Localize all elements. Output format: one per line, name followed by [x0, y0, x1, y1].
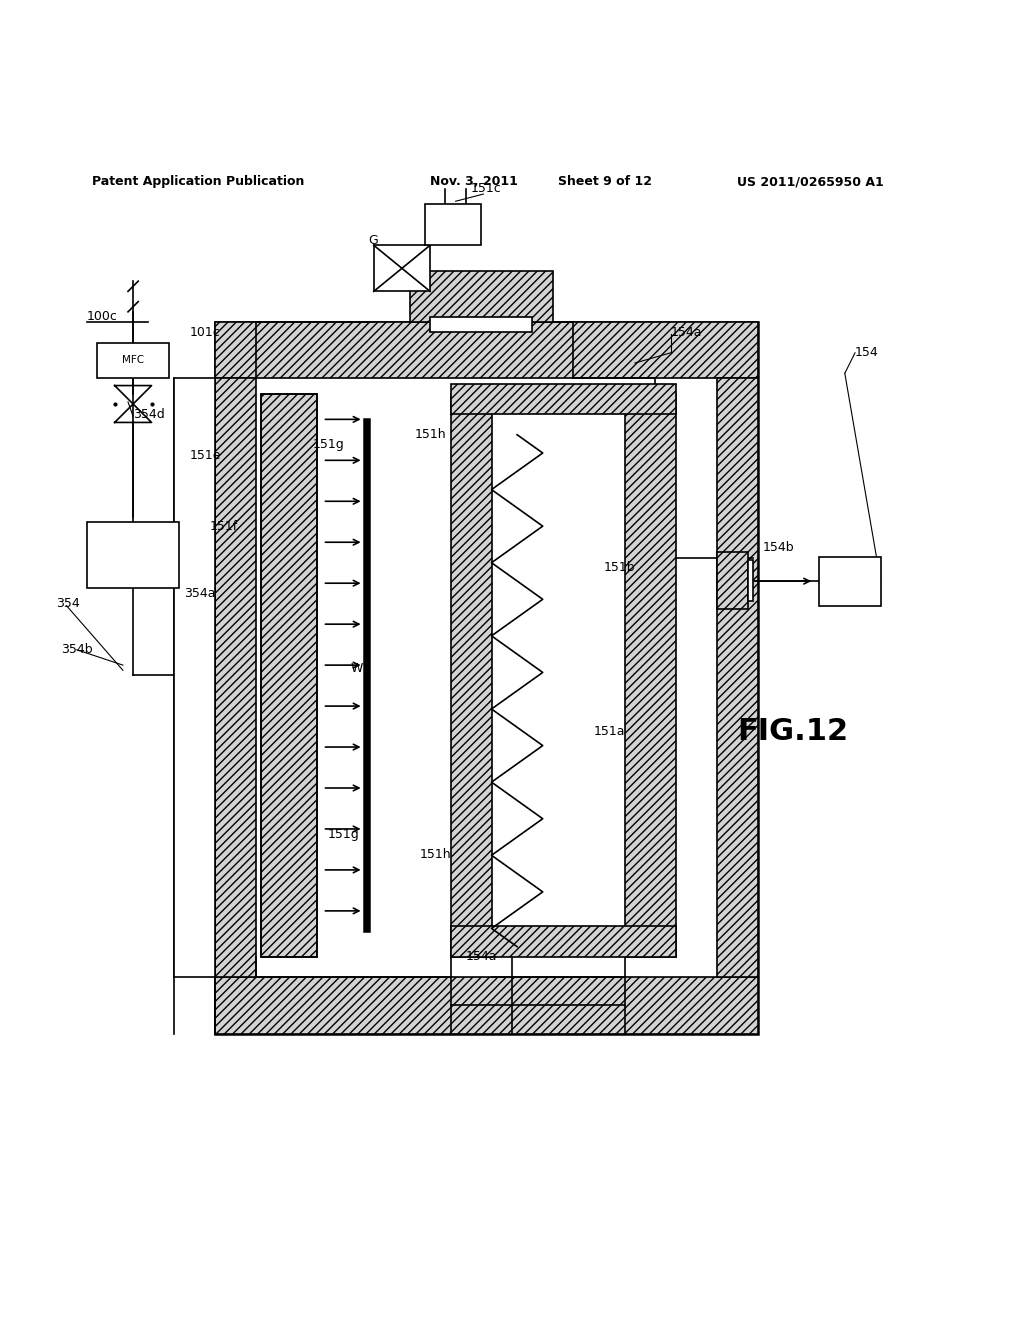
Bar [717, 553, 748, 609]
Text: MFC: MFC [122, 355, 144, 366]
Bar [717, 379, 758, 977]
Bar [87, 521, 179, 589]
Bar [748, 560, 753, 601]
Bar [364, 420, 369, 932]
Bar [174, 379, 215, 977]
Text: 101c: 101c [189, 326, 220, 339]
Text: 154: 154 [855, 346, 879, 359]
Text: 151e: 151e [189, 449, 221, 462]
Text: Sheet 9 of 12: Sheet 9 of 12 [558, 176, 652, 189]
Text: Nov. 3, 2011: Nov. 3, 2011 [430, 176, 518, 189]
Bar [425, 205, 481, 246]
Bar [97, 343, 169, 379]
Bar [451, 927, 676, 957]
Bar [819, 557, 881, 606]
Text: 151h: 151h [415, 428, 446, 441]
Text: FIG.12: FIG.12 [737, 717, 849, 746]
Bar [215, 977, 758, 1034]
Bar [261, 393, 317, 957]
Bar [215, 379, 256, 977]
Text: W: W [350, 661, 362, 675]
Bar [430, 317, 532, 333]
Text: 154b: 154b [763, 541, 795, 554]
Text: 151c: 151c [471, 182, 502, 195]
Text: 354: 354 [56, 597, 80, 610]
Text: 354b: 354b [61, 643, 93, 656]
Text: Patent Application Publication: Patent Application Publication [92, 176, 304, 189]
Bar [261, 393, 317, 957]
Text: 151g: 151g [328, 828, 359, 841]
Bar [215, 322, 758, 1034]
Text: US 2011/0265950 A1: US 2011/0265950 A1 [737, 176, 884, 189]
Text: 100c: 100c [87, 310, 118, 323]
Text: 154a: 154a [671, 326, 702, 339]
Bar [215, 322, 758, 379]
Bar [410, 271, 553, 322]
Text: 354a: 354a [184, 587, 216, 599]
Text: 151b: 151b [604, 561, 636, 574]
Bar [451, 384, 676, 414]
Text: 151a: 151a [594, 725, 626, 738]
Text: 151g: 151g [312, 438, 344, 451]
Text: 151h: 151h [420, 847, 452, 861]
Text: G: G [369, 234, 379, 247]
Text: 354c: 354c [133, 346, 164, 359]
Text: 354d: 354d [133, 408, 165, 421]
Bar [625, 393, 676, 957]
Text: 154a: 154a [466, 950, 498, 964]
Bar [374, 246, 430, 292]
Text: 151f: 151f [210, 520, 239, 533]
Bar [451, 393, 492, 957]
